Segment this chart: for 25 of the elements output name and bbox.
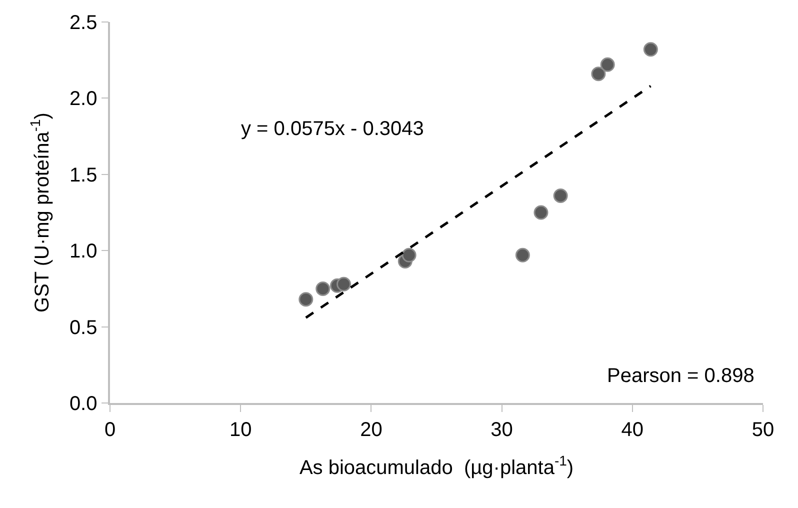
y-tick-label: 0.0 [69, 393, 98, 415]
y-tick-label: 0.5 [69, 316, 98, 339]
point [515, 248, 530, 262]
x-tick-label: 0 [104, 418, 116, 441]
point [298, 292, 314, 307]
point [402, 248, 416, 262]
annotation: Pearson = 0.898 [607, 365, 754, 387]
y-tick-label: 1.5 [69, 164, 98, 186]
y-tick-label: 2.0 [69, 88, 98, 110]
y-tick-label: 2.5 [69, 12, 98, 34]
x-tick-label: 30 [490, 418, 513, 441]
y-tick-label: 1.0 [69, 240, 98, 263]
point [534, 205, 548, 220]
point [553, 188, 568, 203]
x-tick-label: 20 [360, 418, 382, 441]
point [336, 276, 352, 292]
annotation: y = 0.0575x - 0.3043 [241, 118, 424, 140]
x-tick-label: 50 [752, 418, 774, 441]
point [600, 57, 615, 72]
point [643, 42, 658, 57]
x-axis-title: As bioacumulado (µg·planta$^{-1}$) [299, 452, 574, 479]
point [316, 281, 330, 296]
x-tick-label: 10 [229, 418, 252, 441]
x-tick-label: 40 [621, 418, 644, 441]
point [591, 66, 606, 82]
